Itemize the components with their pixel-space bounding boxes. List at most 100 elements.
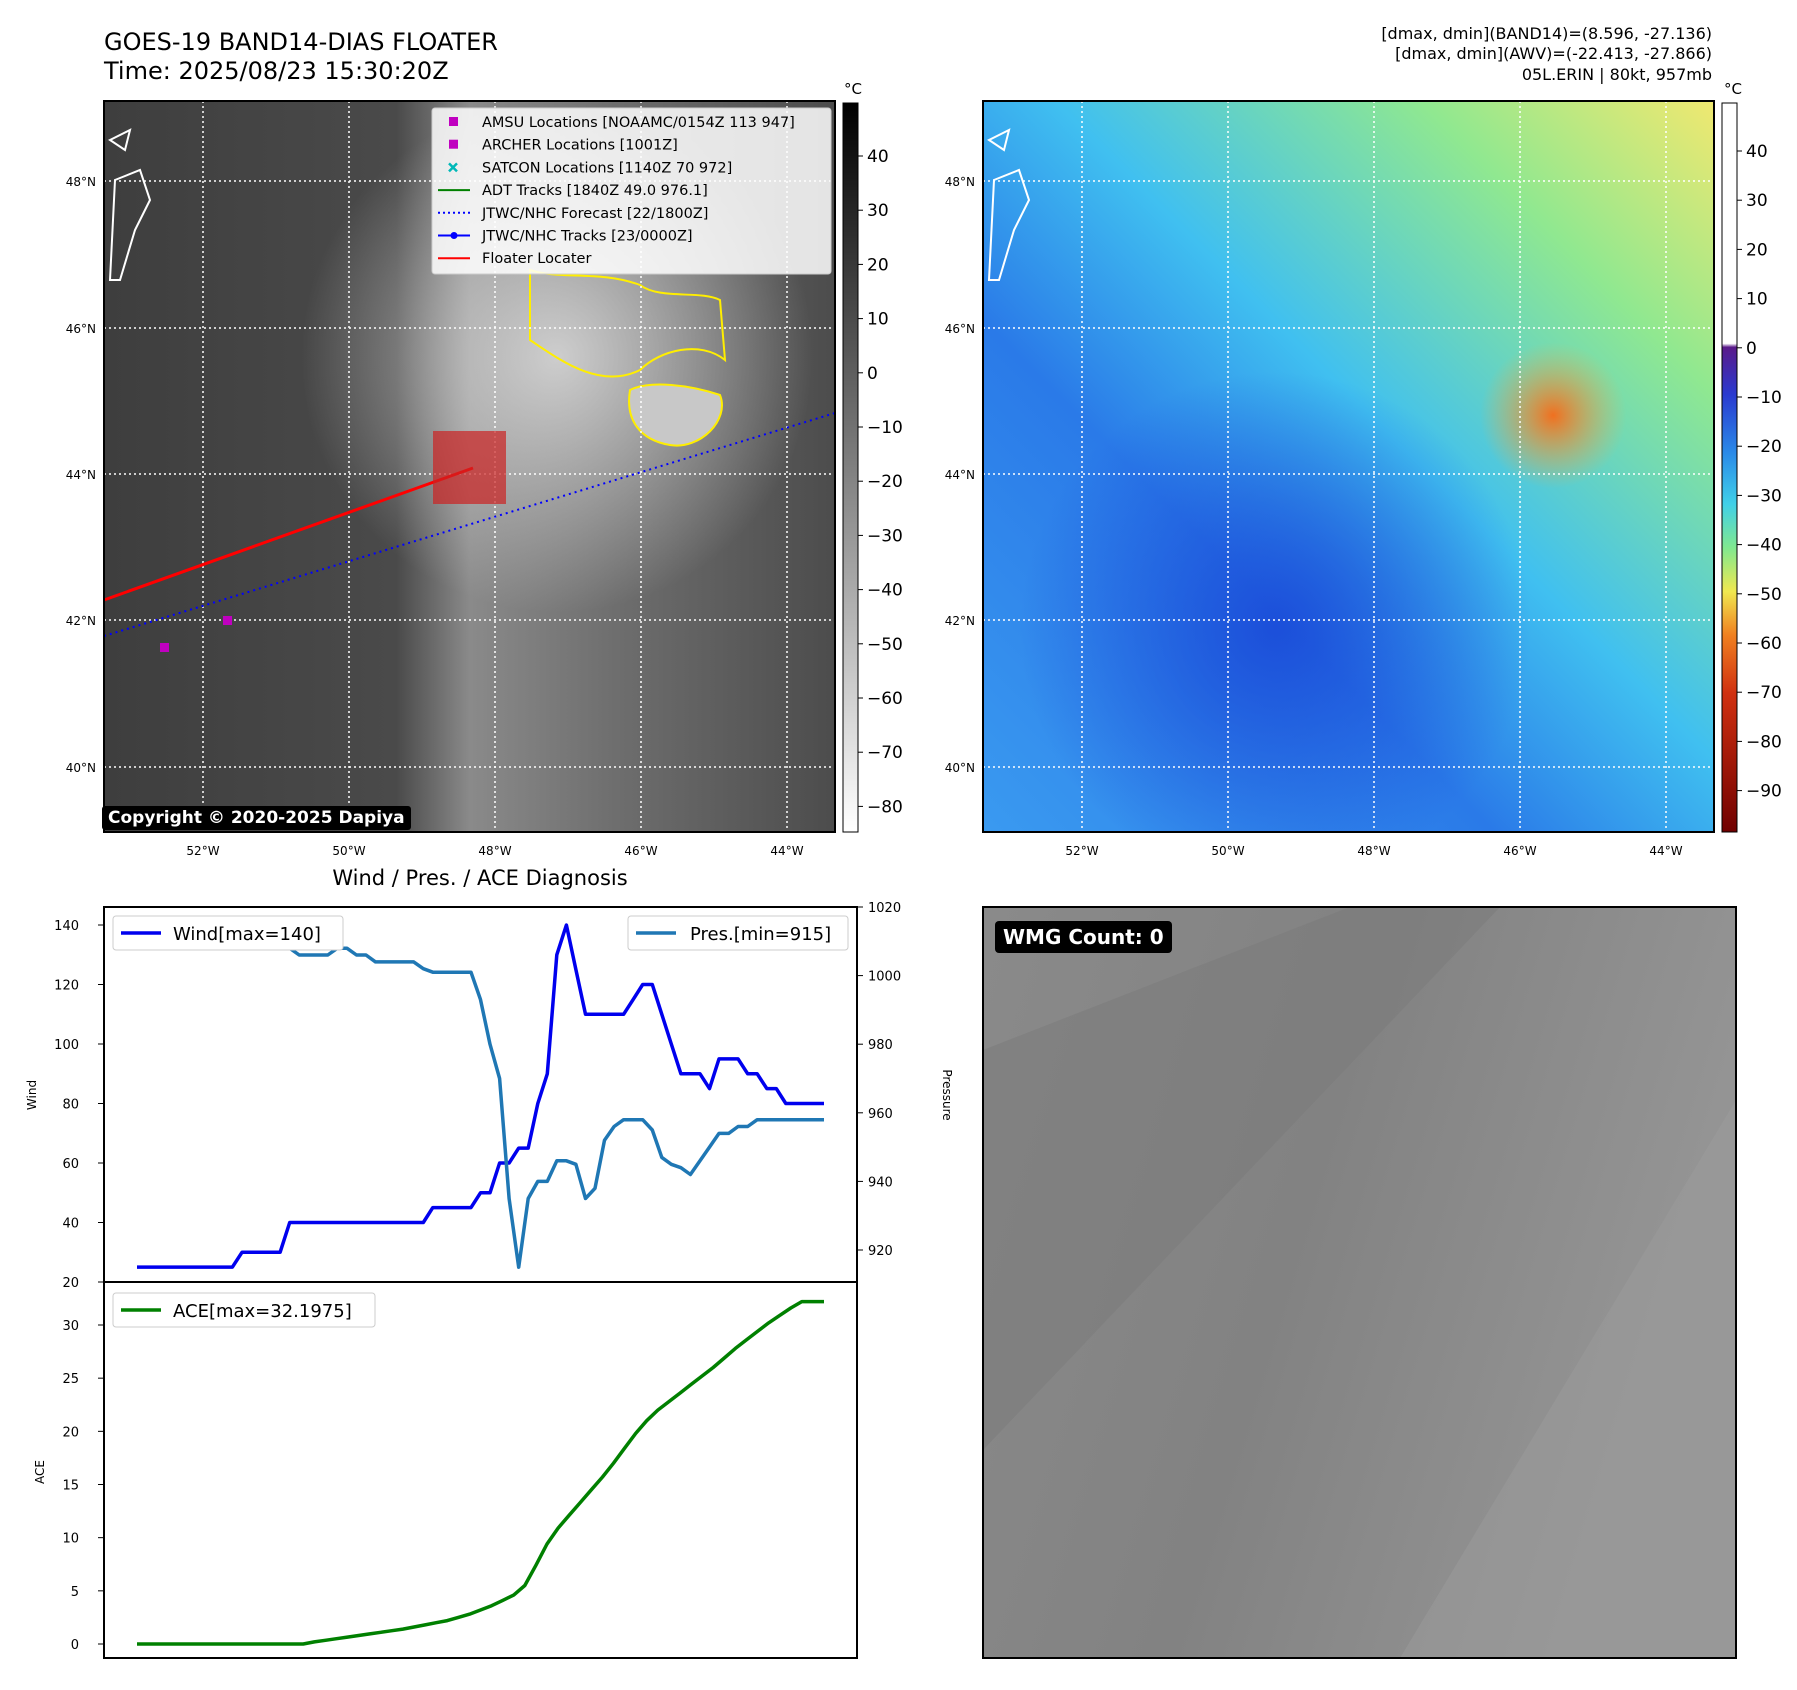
wind-line (137, 923, 824, 1269)
pressure-tick-label: 960 (868, 1107, 893, 1122)
ir-colorbar-gradient (842, 102, 859, 833)
colorbar-tick-label: 30 (867, 201, 889, 221)
legend-entry-label: AMSU Locations [NOAAMC/0154Z 113 947] (482, 115, 795, 131)
ir-lon-label: 46°W (624, 844, 657, 858)
pressure-tick-label: 940 (868, 1175, 893, 1190)
ir-lon-label: 44°W (770, 844, 803, 858)
colorbar-tick-label: −60 (867, 689, 903, 709)
pressure-axis-ticks: 1020 1000 980 960 940 920 (857, 901, 901, 1259)
ace-line (137, 1299, 824, 1646)
colorbar-tick-label: 0 (1746, 339, 1757, 359)
colorbar-tick-label: −20 (867, 472, 903, 492)
wv-map-frame (982, 100, 1715, 833)
wmg-light-band (1400, 1100, 1736, 1658)
ir-coastline (108, 128, 152, 281)
ace-legend-label: ACE[max=32.1975] (173, 1301, 352, 1322)
colorbar-tick-label: 10 (867, 310, 889, 330)
ace-ylabel: ACE (33, 1460, 47, 1484)
colorbar-tick-label: 10 (1746, 290, 1768, 310)
legend-box (431, 107, 832, 275)
ir-colorbar-ticks: 40 30 20 10 0 −10 −20 −30 −40 −50 −60 −70 −80 (858, 147, 903, 817)
copyright-label: Copyright © 2020-2025 Dapiya (102, 806, 411, 830)
wind-tick-label: 80 (62, 1098, 79, 1113)
ace-chart-frame (103, 1281, 858, 1659)
legend-marker (449, 139, 458, 149)
legend-marker-dot (450, 232, 458, 239)
colorbar-tick-label: −10 (1746, 388, 1782, 408)
colorbar-tick-label: 0 (867, 364, 878, 384)
wind-series (136, 923, 825, 1269)
pressure-ylabel: Pressure (940, 1069, 954, 1120)
pressure-legend: Pres.[min=915] (627, 915, 849, 951)
ir-lat-label: 42°N (66, 614, 96, 628)
colorbar-tick-label: −60 (1746, 634, 1782, 654)
wv-colorbar-ticks: 40 30 20 10 0 −10 −20 −30 −40 −50 −60 −70 −80 −90 (1737, 142, 1782, 802)
pressure-tick-label: 920 (868, 1244, 893, 1259)
colorbar-tick-label: −40 (867, 581, 903, 601)
colorbar-tick-label: −50 (867, 635, 903, 655)
ace-tick-label: 15 (62, 1479, 79, 1494)
ir-lat-label: 40°N (66, 761, 96, 775)
colorbar-tick-label: −30 (867, 526, 903, 546)
ir-map-frame (103, 100, 836, 833)
map-legend: AMSU Locations [NOAAMC/0154Z 113 947] ARC… (431, 107, 832, 275)
wv-lon-label: 46°W (1503, 844, 1536, 858)
wv-lon-label: 48°W (1357, 844, 1390, 858)
legend-entry-label: ARCHER Locations [1001Z] (482, 138, 678, 154)
wmg-frame (982, 906, 1737, 1659)
wv-lat-label: 48°N (945, 175, 975, 189)
ir-lon-labels: 52°W 50°W 48°W 46°W 44°W (186, 844, 803, 858)
wv-coastline (987, 128, 1031, 281)
wind-ylabel: Wind (25, 1080, 39, 1110)
wv-map-panel: 48°N 46°N 44°N 42°N 40°N 52°W 50°W 48°W 46°W 44°… (945, 100, 1715, 858)
ir-cold-contour-core (628, 383, 723, 447)
wind-tick-label: 20 (62, 1276, 79, 1291)
colorbar-tick-label: −80 (867, 797, 903, 817)
wind-legend-label: Wind[max=140] (173, 924, 321, 945)
wind-tick-label: 60 (62, 1157, 79, 1172)
floater-locater-box (433, 431, 506, 504)
colorbar-tick-label: 20 (867, 255, 889, 275)
colorbar-tick-label: 20 (1746, 240, 1768, 260)
ir-lat-labels: 48°N 46°N 44°N 42°N 40°N (66, 175, 96, 775)
pressure-tick-label: 1000 (868, 970, 901, 985)
colorbar-tick-label: −70 (1746, 683, 1782, 703)
wv-lon-label: 50°W (1211, 844, 1244, 858)
wv-lon-label: 44°W (1649, 844, 1682, 858)
figure-title-line1: GOES-19 BAND14-DIAS FLOATER (104, 28, 498, 56)
wv-colorbar-unit: °C (1724, 80, 1742, 98)
wind-tick-label: 140 (54, 919, 79, 934)
colorbar-tick-label: −80 (1746, 732, 1782, 752)
info-line1: [dmax, dmin](BAND14)=(8.596, -27.136) (1381, 24, 1712, 43)
wv-lon-labels: 52°W 50°W 48°W 46°W 44°W (1065, 844, 1682, 858)
colorbar-tick-label: −70 (867, 743, 903, 763)
ace-series (136, 1299, 825, 1646)
ace-tick-label: 20 (62, 1425, 79, 1440)
wind-legend-box (112, 915, 344, 951)
wv-lon-label: 52°W (1065, 844, 1098, 858)
floater-locater-track (103, 466, 474, 602)
wmg-panel (982, 906, 1737, 1659)
archer-location-marker (223, 616, 232, 625)
legend-entry-label: JTWC/NHC Forecast [22/1800Z] (481, 206, 708, 222)
diag-title: Wind / Pres. / ACE Diagnosis (332, 866, 627, 890)
ir-map-panel: 48°N 46°N 44°N 42°N 40°N 52°W 50°W 48°W 46°W 44°… (66, 100, 836, 858)
amsu-location-marker (160, 643, 169, 652)
colorbar-tick-label: −20 (1746, 437, 1782, 457)
wind-pressure-chart: Wind Pressure 140 120 100 80 60 40 20 1020 1000… (25, 901, 954, 1291)
legend-entry-label: SATCON Locations [1140Z 70 972] (482, 160, 732, 176)
ir-cold-contour (529, 268, 727, 378)
ir-colorbar: °C 40 30 20 10 0 −10 −20 −30 −40 −50 −60 −70 −80 (842, 80, 903, 833)
pressure-legend-label: Pres.[min=915] (690, 924, 831, 945)
ace-tick-label: 0 (71, 1638, 79, 1653)
wv-lat-label: 40°N (945, 761, 975, 775)
wind-chart-frame (103, 906, 858, 1283)
wind-tick-label: 40 (62, 1217, 79, 1232)
legend-entry-label: ADT Tracks [1840Z 49.0 976.1] (482, 183, 708, 199)
ace-legend: ACE[max=32.1975] (112, 1292, 376, 1328)
jtwc-forecast-track (103, 412, 836, 637)
pressure-tick-label: 1020 (868, 901, 901, 916)
ace-tick-label: 25 (62, 1372, 79, 1387)
colorbar-tick-label: 40 (1746, 142, 1768, 162)
wind-tick-label: 120 (54, 979, 79, 994)
